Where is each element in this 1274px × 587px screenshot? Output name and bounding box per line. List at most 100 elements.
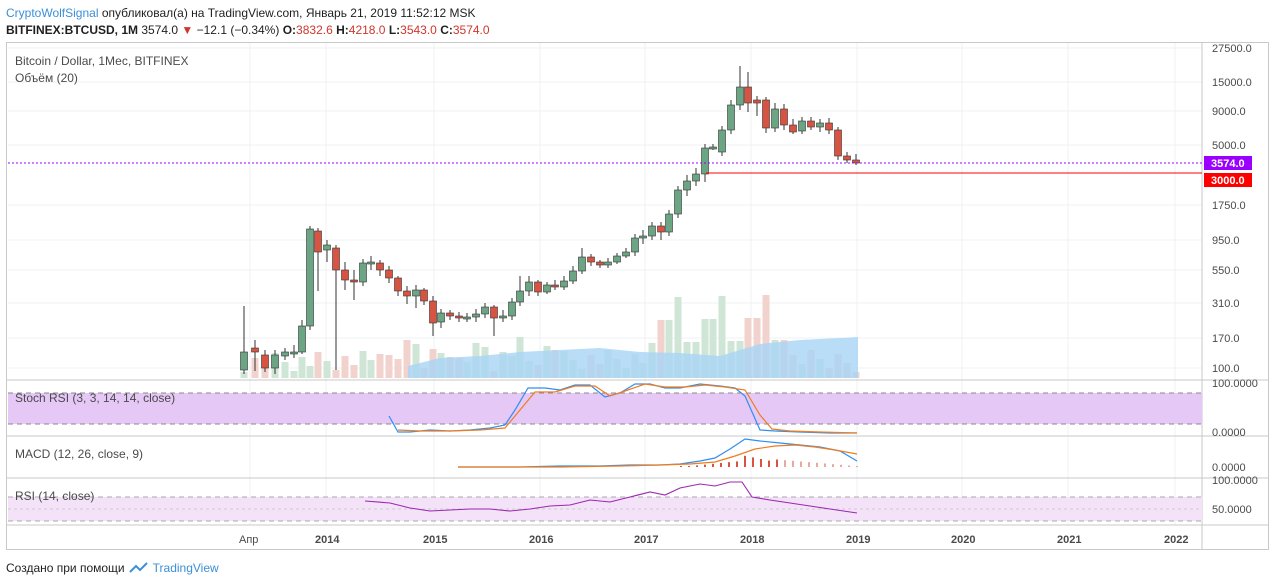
candle-body <box>543 284 551 293</box>
chart-frame[interactable] <box>6 42 1269 550</box>
candle-body <box>560 280 568 288</box>
ticker-line: BITFINEX:BTCUSD, 1M 3574.0 ▼ −12.1 (−0.3… <box>6 22 490 38</box>
candles <box>240 66 860 374</box>
volume-bar <box>665 320 673 378</box>
volume-bar <box>403 340 411 378</box>
candle-body <box>551 284 559 288</box>
stoch-tick-100: 100.0000 <box>1212 378 1258 390</box>
candle-body <box>648 225 656 237</box>
open-label: O: <box>282 23 297 37</box>
volume-bar <box>701 319 709 378</box>
macd-hist-bar <box>832 464 834 467</box>
price-tick-label: 950.0 <box>1212 235 1240 247</box>
price-tick-label: 5000.0 <box>1212 140 1246 152</box>
candle-body <box>437 312 445 323</box>
macd-hist-bar <box>752 457 754 467</box>
candle-body <box>420 289 428 302</box>
macd-hist-bar <box>704 464 706 467</box>
candle-body <box>314 230 322 253</box>
stoch-band <box>8 393 1202 424</box>
candle-body <box>359 262 367 283</box>
candle-body <box>251 347 259 353</box>
candle-body <box>816 122 824 128</box>
macd-hist-bar <box>800 461 802 467</box>
candle-body <box>771 108 779 129</box>
rsi-tick-100: 100.0000 <box>1212 475 1258 487</box>
volume-bar <box>350 365 358 378</box>
candle-body <box>727 104 735 131</box>
price-tick-label: 9000.0 <box>1212 106 1246 118</box>
candle-body <box>674 189 682 215</box>
macd-tick-0: 0.0000 <box>1212 462 1246 474</box>
candle-body <box>240 351 248 371</box>
macd-hist-bar <box>728 462 730 467</box>
macd-hist-bar <box>680 466 682 467</box>
time-tick-label: 2019 <box>846 534 870 546</box>
volume-bar <box>674 297 682 378</box>
time-tick-label: 2016 <box>529 534 553 546</box>
candle-body <box>463 316 471 320</box>
candle-body <box>455 315 463 319</box>
volume-bar <box>332 370 340 378</box>
stoch-d-line <box>397 383 858 434</box>
volume-bar <box>281 362 289 378</box>
volume-bar <box>657 320 665 378</box>
candle-body <box>569 270 577 282</box>
candle-body <box>403 290 411 297</box>
macd-hist-bar <box>744 455 746 467</box>
volume-bar <box>718 296 726 378</box>
rsi-title: RSI (14, close) <box>15 489 95 503</box>
volume-bar <box>323 361 331 378</box>
macd-hist-bar <box>712 463 714 467</box>
price-tick-label: 550.0 <box>1212 265 1240 277</box>
last-price: 3574.0 <box>141 23 179 37</box>
candle-body <box>412 289 420 297</box>
stoch-rsi-title: Stoch RSI (3, 3, 14, 14, close) <box>15 391 176 405</box>
published-text: опубликовал(а) на TradingView.com, Январ… <box>101 6 476 20</box>
candle-body <box>807 120 815 128</box>
level-badge-text: 3000.0 <box>1211 175 1245 187</box>
candle-body <box>516 290 524 303</box>
candle-body <box>843 155 851 161</box>
macd-hist-bar <box>720 463 722 467</box>
candle-body <box>736 86 744 106</box>
candle-body <box>701 147 709 175</box>
volume-ma-area <box>408 337 858 378</box>
macd-hist-bar <box>768 460 770 467</box>
macd-hist-bar <box>824 463 826 467</box>
macd-hist-bar <box>816 462 818 467</box>
change-value: −12.1 (−0.34%) <box>196 23 280 37</box>
time-tick-label: 2021 <box>1057 534 1081 546</box>
candle-body <box>613 255 621 263</box>
volume-bar <box>412 344 420 378</box>
macd-hist-bar <box>848 465 850 467</box>
price-axis[interactable]: 27500.0 15000.0 9000.0 5000.0 1750.0 950.0 550… <box>1212 43 1252 375</box>
volume-bar <box>385 355 393 378</box>
author-link[interactable]: CryptoWolfSignal <box>6 6 99 20</box>
symbol-label: BITFINEX:BTCUSD, 1M <box>6 23 138 37</box>
signal-line <box>458 444 858 468</box>
candle-body <box>665 213 673 233</box>
price-tick-label: 15000.0 <box>1212 77 1252 89</box>
volume-bar <box>762 295 770 378</box>
time-tick-label: 2020 <box>951 534 975 546</box>
time-axis[interactable]: Апр 2014 2015 2016 2017 2018 2019 2020 2021 2022 <box>239 534 1188 546</box>
candle-body <box>631 237 639 253</box>
candle-body <box>367 261 375 265</box>
candle-body <box>298 325 306 353</box>
candle-body <box>683 180 691 191</box>
candle-body <box>762 99 770 129</box>
tradingview-logo-icon <box>128 562 148 573</box>
macd-line <box>458 438 858 468</box>
created-with-text: Создано при помощи <box>6 561 125 575</box>
rsi-tick-50: 50.0000 <box>1212 504 1252 516</box>
volume-bar <box>306 366 314 378</box>
candle-body <box>376 262 384 271</box>
price-tick-label: 1750.0 <box>1212 200 1246 212</box>
volume-bar <box>359 351 367 378</box>
tradingview-link[interactable]: TradingView <box>152 561 219 575</box>
candle-body <box>709 146 717 150</box>
macd-hist-bar <box>840 464 842 467</box>
price-badge <box>1204 156 1252 170</box>
